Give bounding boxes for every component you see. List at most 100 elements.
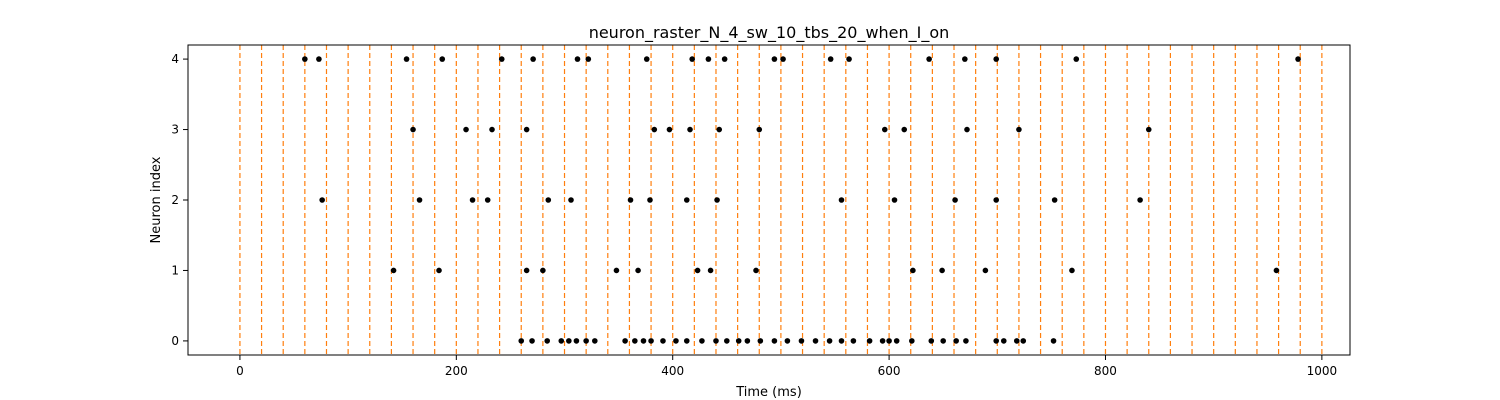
spike-point — [302, 56, 308, 62]
spike-point — [753, 267, 759, 274]
spike-point — [530, 56, 536, 62]
spike-point — [993, 197, 1000, 203]
spike-point — [952, 197, 958, 203]
spike-point — [566, 338, 572, 344]
spike-point — [707, 267, 714, 274]
spike-point — [721, 56, 728, 62]
y-axis-ticks: 0 1 2 3 4 — [171, 52, 188, 348]
spike-point — [484, 197, 491, 203]
spike-point — [403, 56, 410, 62]
x-tick-label: 200 — [445, 364, 468, 378]
spike-point — [962, 56, 968, 62]
spike-point — [627, 197, 634, 203]
spike-point — [713, 338, 719, 344]
spike-point — [319, 197, 325, 203]
spike-point — [716, 126, 723, 133]
spike-point — [993, 56, 1000, 62]
spike-point — [632, 338, 638, 344]
spike-point — [705, 56, 712, 62]
spike-point — [1051, 197, 1058, 203]
spike-point — [940, 338, 946, 344]
spike-point — [838, 197, 845, 203]
y-tick-label: 4 — [171, 52, 179, 66]
spike-point — [439, 56, 446, 62]
spike-point — [568, 197, 574, 203]
spike-point — [583, 338, 589, 344]
spike-point — [866, 338, 873, 344]
spike-point — [756, 126, 763, 133]
spike-point — [640, 338, 647, 344]
spike-point — [489, 126, 495, 133]
spike-point — [910, 267, 916, 274]
spike-point — [558, 338, 565, 344]
spike-point — [529, 338, 535, 344]
x-tick-label: 400 — [661, 364, 684, 378]
spike-point — [647, 197, 653, 203]
y-tick-label: 3 — [171, 123, 179, 137]
spike-point — [687, 126, 693, 133]
spike-point — [891, 197, 898, 203]
spike-point — [523, 126, 530, 133]
spike-point — [838, 338, 845, 344]
spike-point — [812, 338, 819, 344]
spike-point — [1295, 56, 1301, 62]
y-axis-label: Neuron index — [149, 156, 164, 243]
y-tick-label: 1 — [171, 263, 179, 277]
x-axis-ticks: 0 200 400 600 800 1000 — [236, 355, 1337, 378]
spike-point — [523, 267, 530, 274]
spike-point — [1050, 338, 1057, 344]
x-axis-label: Time (ms) — [735, 385, 802, 400]
spike-point — [585, 56, 592, 62]
spike-point — [1273, 267, 1280, 274]
spike-point — [1073, 56, 1080, 62]
spike-point — [622, 338, 628, 344]
spike-point — [939, 267, 945, 274]
y-tick-label: 0 — [171, 334, 179, 348]
spike-point — [735, 338, 742, 344]
spike-point — [1137, 197, 1143, 203]
spike-point — [390, 267, 397, 274]
y-tick-label: 2 — [171, 193, 179, 207]
spike-point — [771, 56, 778, 62]
spike-point — [982, 267, 989, 274]
spike-point — [635, 267, 641, 274]
spike-point — [964, 126, 970, 133]
spike-point — [901, 126, 908, 133]
spike-point — [784, 338, 791, 344]
spike-point — [1013, 338, 1020, 344]
spike-window-lines — [239, 45, 1323, 355]
x-tick-label: 1000 — [1307, 364, 1338, 378]
spike-point — [648, 338, 654, 344]
spike-point — [827, 56, 834, 62]
spike-point — [518, 338, 525, 344]
spike-point — [498, 56, 505, 62]
spike-point — [926, 56, 932, 62]
spike-point — [666, 126, 673, 133]
spike-point — [436, 267, 442, 274]
spike-point — [651, 126, 658, 133]
spike-point — [540, 267, 546, 274]
spike-point — [545, 197, 552, 203]
spike-point — [886, 338, 892, 344]
spike-point — [1016, 126, 1022, 133]
spike-point — [574, 56, 581, 62]
spike-point — [683, 197, 690, 203]
spike-point — [850, 338, 857, 344]
spike-point — [592, 338, 598, 344]
spike-point — [699, 338, 705, 344]
spike-point — [780, 56, 786, 62]
spike-point — [463, 126, 469, 133]
chart-title: neuron_raster_N_4_sw_10_tbs_20_when_I_on — [589, 23, 950, 43]
spike-point — [771, 338, 778, 344]
spike-point — [879, 338, 886, 344]
spike-point — [963, 338, 969, 344]
spike-point — [953, 338, 959, 344]
spike-point — [673, 338, 679, 344]
spike-point — [1020, 338, 1027, 344]
spike-point — [613, 267, 620, 274]
spike-markers — [302, 56, 1301, 344]
spike-point — [643, 56, 650, 62]
spike-point — [881, 126, 888, 133]
spike-point — [893, 338, 900, 344]
